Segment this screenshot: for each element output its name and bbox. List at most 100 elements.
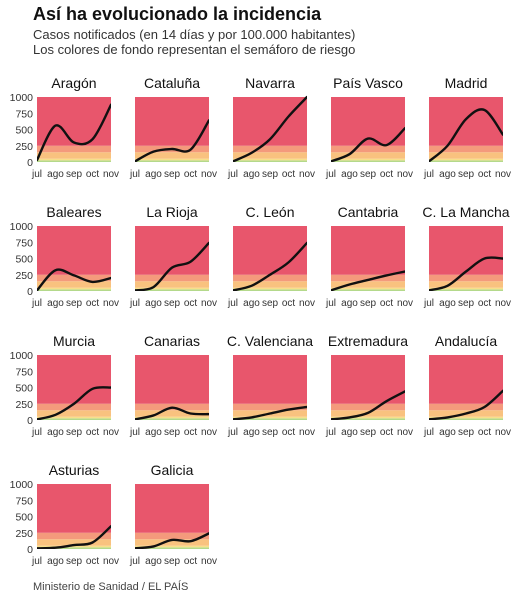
risk-band-extreme [331, 226, 405, 275]
y-tick-label: 750 [15, 495, 33, 507]
risk-band-low [429, 160, 503, 162]
panel-title-asturias: Asturias [49, 462, 100, 478]
risk-band-low [233, 418, 307, 420]
series-line-galicia [135, 532, 209, 549]
risk-band-extreme [233, 355, 307, 404]
panel-title-canarias: Canarias [144, 333, 200, 349]
risk-band-very_high [233, 145, 307, 153]
x-tick-label: oct [184, 169, 198, 180]
panel-madrid: jul ago sep oct nov Madrid [423, 75, 511, 180]
series-line-c-leon [233, 241, 307, 291]
risk-band-medium [233, 416, 307, 419]
x-tick-label: ago [341, 427, 358, 438]
x-tick-label: ago [47, 556, 64, 567]
x-tick-label: jul [31, 169, 42, 180]
panel-extremadura: jul ago sep oct nov Extremadura [325, 333, 413, 438]
x-tick-label: sep [360, 169, 377, 180]
risk-band-high [37, 281, 111, 288]
x-tick-label: oct [86, 427, 100, 438]
x-tick-label: jul [423, 169, 434, 180]
panel-cataluna: jul ago sep oct nov Cataluña [129, 75, 217, 180]
risk-band-medium [37, 287, 111, 290]
panel-title-navarra: Navarra [245, 75, 295, 91]
risk-band-low [233, 160, 307, 162]
x-tick-label: sep [458, 169, 475, 180]
x-tick-label: ago [145, 427, 162, 438]
risk-band-very_high [429, 274, 503, 282]
risk-band-high [429, 281, 503, 288]
risk-band-medium [135, 416, 209, 419]
x-tick-label: ago [439, 427, 456, 438]
x-tick-label: sep [262, 427, 279, 438]
x-tick-label: ago [47, 298, 64, 309]
y-tick-label: 500 [15, 254, 33, 266]
risk-band-extreme [135, 484, 209, 533]
y-tick-label: 1000 [10, 221, 34, 233]
risk-band-high [37, 152, 111, 159]
panel-cantabria: jul ago sep oct nov Cantabria [325, 204, 413, 309]
risk-band-very_high [429, 403, 503, 411]
x-tick-label: nov [495, 427, 511, 438]
x-tick-label: sep [360, 298, 377, 309]
risk-band-very_high [135, 274, 209, 282]
risk-band-extreme [331, 355, 405, 404]
risk-band-low [37, 418, 111, 420]
risk-band-medium [135, 545, 209, 548]
x-tick-label: nov [201, 298, 217, 309]
x-tick-label: ago [47, 427, 64, 438]
risk-band-low [37, 289, 111, 291]
x-tick-label: ago [145, 298, 162, 309]
x-tick-label: ago [439, 298, 456, 309]
risk-band-medium [135, 287, 209, 290]
risk-band-low [135, 160, 209, 162]
risk-band-medium [37, 158, 111, 161]
series-line-asturias [37, 525, 111, 549]
x-tick-label: jul [227, 298, 238, 309]
x-tick-label: oct [380, 298, 394, 309]
x-tick-label: oct [86, 169, 100, 180]
x-tick-label: nov [397, 298, 413, 309]
panel-title-c-leon: C. León [245, 204, 294, 220]
y-tick-label: 750 [15, 108, 33, 120]
panel-title-galicia: Galicia [151, 462, 194, 478]
panel-galicia: jul ago sep oct nov Galicia [129, 462, 217, 567]
x-tick-label: oct [478, 169, 492, 180]
x-tick-label: jul [129, 169, 140, 180]
x-tick-label: oct [478, 427, 492, 438]
y-tick-label: 250 [15, 141, 33, 153]
risk-band-low [37, 160, 111, 162]
x-tick-label: jul [325, 169, 336, 180]
risk-band-high [37, 539, 111, 546]
x-tick-label: sep [66, 427, 83, 438]
x-tick-label: jul [31, 556, 42, 567]
risk-band-low [331, 289, 405, 291]
x-tick-label: ago [341, 298, 358, 309]
x-tick-label: jul [129, 556, 140, 567]
x-tick-label: nov [397, 427, 413, 438]
risk-band-high [135, 410, 209, 417]
y-tick-label: 0 [27, 415, 33, 427]
x-tick-label: nov [201, 427, 217, 438]
y-tick-label: 250 [15, 528, 33, 540]
x-tick-label: ago [145, 556, 162, 567]
x-tick-label: oct [184, 427, 198, 438]
y-tick-label: 1000 [10, 350, 34, 362]
panel-c-valenciana: jul ago sep oct nov C. Valenciana [227, 333, 315, 438]
risk-band-extreme [135, 355, 209, 404]
panel-title-pais-vasco: País Vasco [333, 75, 403, 91]
x-tick-label: ago [47, 169, 64, 180]
panel-murcia: 0 250 500 750 1000 jul ago sep oct nov Murcia [10, 333, 119, 438]
x-tick-label: nov [201, 169, 217, 180]
x-tick-label: oct [380, 169, 394, 180]
x-tick-label: nov [103, 427, 119, 438]
series-line-cantabria [331, 270, 405, 291]
panel-c-leon: jul ago sep oct nov C. León [227, 204, 315, 309]
risk-band-very_high [331, 145, 405, 153]
risk-band-extreme [37, 484, 111, 533]
panel-title-madrid: Madrid [445, 75, 488, 91]
series-line-andalucia [429, 389, 503, 420]
risk-band-extreme [429, 97, 503, 146]
y-tick-label: 0 [27, 286, 33, 298]
chart-subtitle: Casos notificados (en 14 días y por 100.… [33, 27, 355, 57]
panel-la-rioja: jul ago sep oct nov La Rioja [129, 204, 217, 309]
